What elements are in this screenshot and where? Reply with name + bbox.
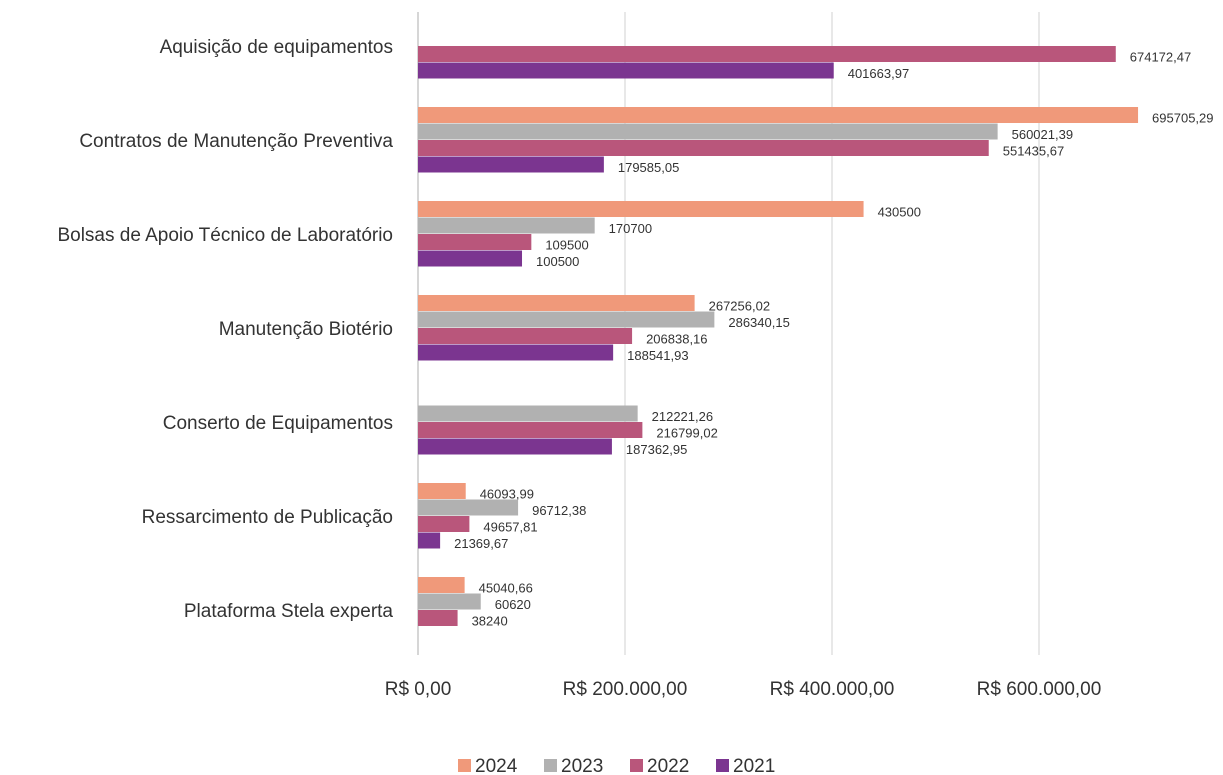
legend-label: 2024 (475, 756, 518, 775)
value-label: 212221,26 (652, 409, 713, 424)
value-label: 49657,81 (483, 520, 537, 535)
value-label: 430500 (878, 205, 921, 220)
legend-label: 2023 (561, 756, 603, 775)
bar (418, 295, 695, 311)
x-tick-label: R$ 0,00 (385, 679, 452, 700)
x-tick-label: R$ 200.000,00 (563, 679, 688, 700)
value-label: 286340,15 (728, 315, 789, 330)
value-label: 21369,67 (454, 536, 508, 551)
legend-label: 2021 (733, 756, 775, 775)
value-label: 674172,47 (1130, 50, 1191, 65)
bar (418, 483, 466, 499)
value-label: 695705,29 (1152, 111, 1213, 126)
bar (418, 499, 519, 516)
category-label: Conserto de Equipamentos (163, 413, 393, 434)
bar (418, 593, 481, 610)
bar (418, 217, 595, 234)
bar (418, 201, 864, 217)
bar (418, 532, 441, 549)
bar (418, 234, 532, 250)
value-label: 551435,67 (1003, 144, 1064, 159)
category-label: Ressarcimento de Publicação (142, 507, 393, 528)
bar (418, 344, 614, 361)
bar (418, 107, 1139, 123)
category-label: Aquisição de equipamentos (160, 37, 393, 58)
value-label: 206838,16 (646, 332, 707, 347)
value-label: 267256,02 (709, 299, 770, 314)
category-label: Manutenção Biotério (219, 319, 393, 340)
legend-swatch (544, 759, 557, 772)
bar (418, 46, 1116, 62)
bar (418, 328, 633, 344)
bar (418, 140, 989, 156)
bar (418, 62, 834, 79)
value-label: 560021,39 (1012, 127, 1073, 142)
bar (418, 250, 523, 267)
value-label: 96712,38 (532, 503, 586, 518)
value-label: 187362,95 (626, 442, 687, 457)
value-label: 179585,05 (618, 160, 679, 175)
value-label: 46093,99 (480, 487, 534, 502)
bar (418, 123, 998, 140)
bar (418, 438, 612, 455)
legend-label: 2022 (647, 756, 689, 775)
value-label: 60620 (495, 597, 531, 612)
bar (418, 156, 604, 173)
category-label: Plataforma Stela experta (184, 601, 394, 622)
value-label: 100500 (536, 254, 579, 269)
bar (418, 422, 643, 438)
x-tick-label: R$ 400.000,00 (770, 679, 895, 700)
legend-swatch (716, 759, 729, 772)
category-label: Contratos de Manutenção Preventiva (79, 131, 393, 152)
value-label: 45040,66 (479, 581, 533, 596)
bar (418, 577, 465, 593)
value-label: 38240 (472, 614, 508, 629)
value-label: 216799,02 (656, 426, 717, 441)
bar (418, 311, 715, 328)
bar (418, 516, 470, 532)
value-label: 188541,93 (627, 348, 688, 363)
legend-swatch (458, 759, 471, 772)
bar (418, 405, 638, 422)
value-label: 109500 (545, 238, 588, 253)
bar (418, 610, 458, 626)
legend-swatch (630, 759, 643, 772)
value-label: 170700 (609, 221, 652, 236)
category-label: Bolsas de Apoio Técnico de Laboratório (57, 225, 393, 246)
x-tick-label: R$ 600.000,00 (977, 679, 1102, 700)
value-label: 401663,97 (848, 66, 909, 81)
